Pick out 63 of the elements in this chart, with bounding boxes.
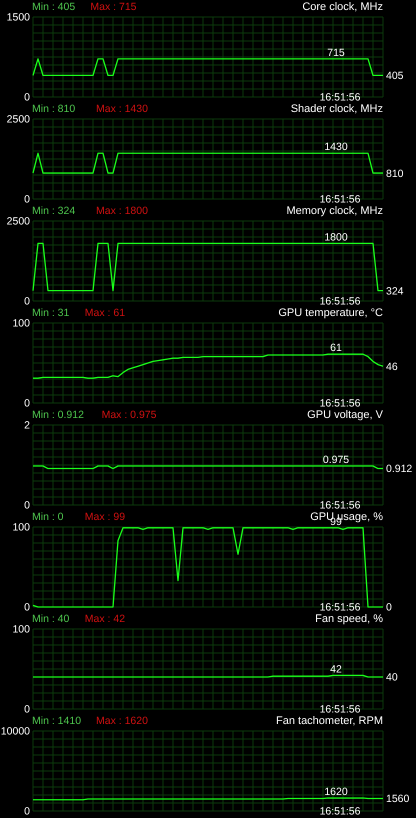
y-tick-label: 2 [24,420,30,432]
text: Max : 61 [84,307,126,319]
text: 0.912 [386,463,412,476]
annotation: 42 [330,663,342,676]
y-tick-label: 2500 [6,114,30,126]
chart-title: GPU temperature, °C [278,307,384,319]
annotation: 16:51:56 [320,602,361,614]
y-tick-label: 0 [24,806,30,818]
y-tick-label: 100 [12,624,30,636]
text: 810 [386,168,404,180]
text: Max : 42 [84,613,126,625]
chart-title: Fan speed, % [315,613,384,625]
annotation: 61 [330,342,342,354]
text: 324 [386,285,404,298]
chart-title: GPU voltage, V [307,409,384,421]
annotation: 16:51:56 [320,296,361,308]
annotation: 16:51:56 [320,92,361,104]
text: 40 [386,672,398,684]
annotation: 715 [327,46,345,59]
annotation: 0.975 [322,454,350,466]
annotation: 16:51:56 [320,806,361,818]
y-tick-label: 0 [24,500,30,512]
annotation: 1430 [324,141,348,154]
text: Min : 0.912 [32,409,84,421]
annotation: 16:51:56 [320,398,361,410]
text: Min : 0 [32,511,64,523]
text: 1560 [386,793,410,806]
chart-title: Memory clock, MHz [286,205,383,217]
text: Min : 1410 [32,715,82,727]
chart-title: Fan tachometer, RPM [276,715,383,727]
text: 405 [386,70,404,82]
text: Min : 405 [32,1,76,13]
y-tick-label: 10000 [0,726,30,738]
text: Max : 99 [84,511,126,523]
line-series [32,354,384,379]
annotation: 16:51:56 [320,194,361,206]
chart-title: Core clock, MHz [302,1,383,13]
text: Min : 324 [32,205,76,217]
text: Max : 1620 [96,715,148,727]
y-tick-label: 0 [24,704,30,716]
y-tick-label: 0 [24,194,30,206]
annotation: 16:51:56 [320,704,361,716]
text: Max : 0.975 [102,409,157,421]
y-tick-label: 0 [24,398,30,410]
y-tick-label: 0 [24,602,30,614]
text: Max : 715 [90,1,137,13]
y-tick-label: 2500 [6,216,30,228]
y-tick-label: 100 [12,522,30,534]
y-tick-label: 1500 [6,12,30,24]
text: Min : 31 [32,307,70,319]
annotation: 1620 [324,786,348,798]
text: Min : 810 [32,103,76,115]
y-tick-label: 0 [24,296,30,308]
text: Min : 40 [32,613,70,625]
text: 0 [386,602,392,614]
text: 46 [386,360,398,373]
y-tick-label: 0 [24,92,30,104]
text: Max : 1430 [96,103,148,115]
annotation: 16:51:56 [320,500,361,512]
chart-title: Shader clock, MHz [290,103,383,115]
annotation: 1800 [324,231,348,244]
y-tick-label: 100 [12,318,30,330]
text: Max : 1800 [96,205,148,217]
